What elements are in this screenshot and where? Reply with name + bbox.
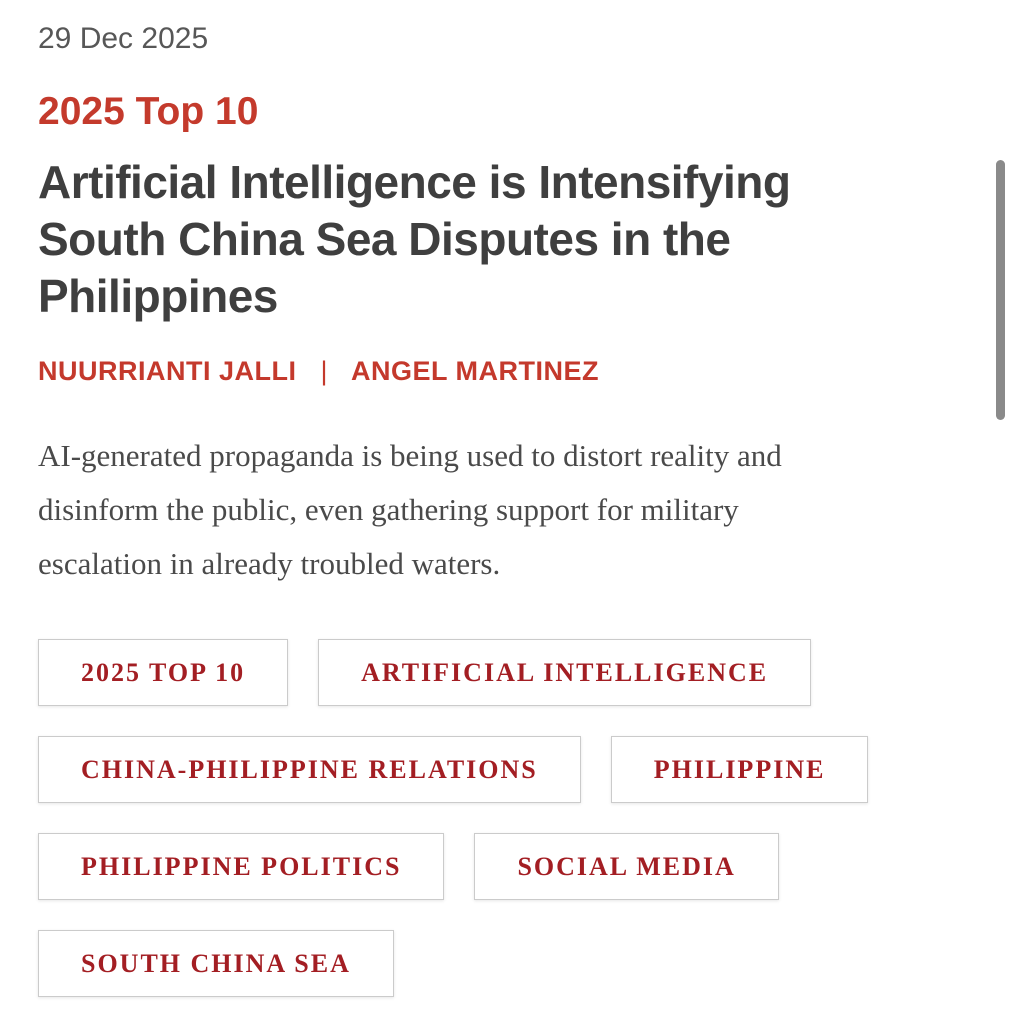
article-dek-line: disinform the public, even gathering sup… — [38, 492, 739, 527]
article-title-line: South China Sea Disputes in the — [38, 213, 731, 265]
tag-row: PHILIPPINE POLITICS SOCIAL MEDIA — [38, 833, 949, 900]
tag-row: CHINA-PHILIPPINE RELATIONS PHILIPPINE — [38, 736, 949, 803]
tag-social-media[interactable]: SOCIAL MEDIA — [474, 833, 779, 900]
author-byline: NUURRIANTI JALLI | ANGEL MARTINEZ — [38, 355, 949, 387]
tag-row: SOUTH CHINA SEA — [38, 930, 949, 997]
article-title-line: Philippines — [38, 270, 278, 322]
publish-date: 29 Dec 2025 — [38, 22, 209, 55]
tag-artificial-intelligence[interactable]: ARTIFICIAL INTELLIGENCE — [318, 639, 812, 706]
tag-row: 2025 TOP 10 ARTIFICIAL INTELLIGENCE — [38, 639, 949, 706]
scrollbar-thumb[interactable] — [996, 160, 1005, 420]
tag-philippine[interactable]: PHILIPPINE — [610, 736, 869, 803]
author-link[interactable]: NUURRIANTI JALLI — [38, 356, 297, 386]
tag-south-china-sea[interactable]: SOUTH CHINA SEA — [38, 930, 394, 997]
article-title-line: Artificial Intelligence is Intensifying — [38, 156, 791, 208]
article-dek-line: AI-generated propaganda is being used to… — [38, 438, 782, 473]
tag-list: 2025 TOP 10 ARTIFICIAL INTELLIGENCE CHIN… — [38, 639, 949, 997]
tag-philippine-politics[interactable]: PHILIPPINE POLITICS — [38, 833, 445, 900]
author-link[interactable]: ANGEL MARTINEZ — [351, 356, 600, 386]
article-dek: AI-generated propaganda is being used to… — [38, 429, 949, 591]
series-kicker-link[interactable]: 2025 Top 10 — [38, 90, 259, 133]
author-separator: | — [320, 356, 329, 386]
article-dek-line: escalation in already troubled waters. — [38, 546, 501, 581]
article-header-page: 29 Dec 2025 2025 Top 10 Artificial Intel… — [38, 22, 949, 997]
article-title: Artificial Intelligence is Intensifying … — [38, 154, 949, 325]
tag-china-philippine-relations[interactable]: CHINA-PHILIPPINE RELATIONS — [38, 736, 581, 803]
tag-2025-top-10[interactable]: 2025 TOP 10 — [38, 639, 289, 706]
